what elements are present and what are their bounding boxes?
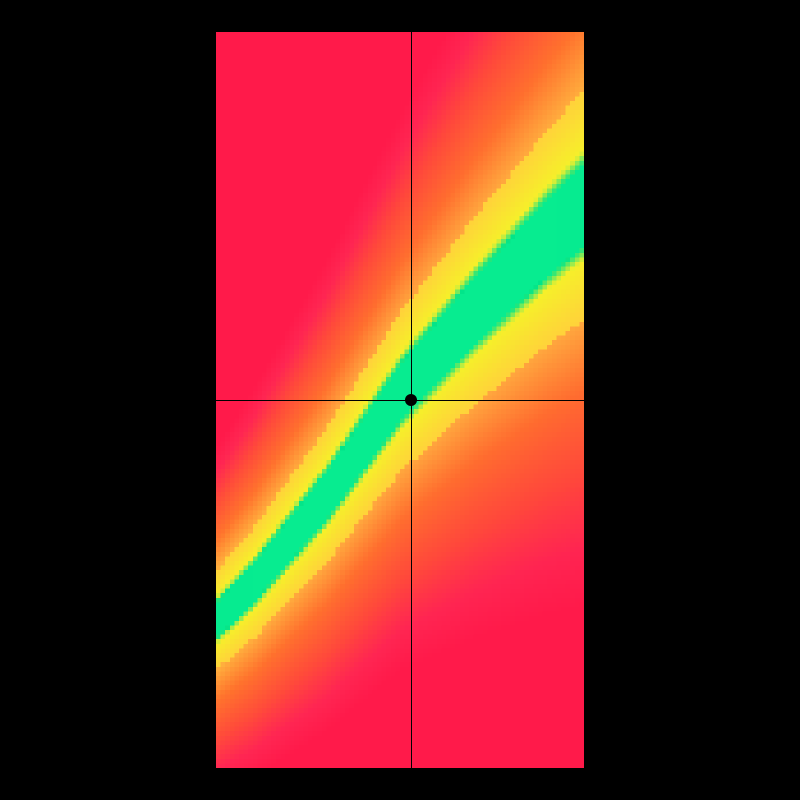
heatmap-canvas [32, 32, 768, 768]
watermark: TheBottleneck.com [586, 6, 784, 32]
heatmap-plot [32, 32, 768, 768]
